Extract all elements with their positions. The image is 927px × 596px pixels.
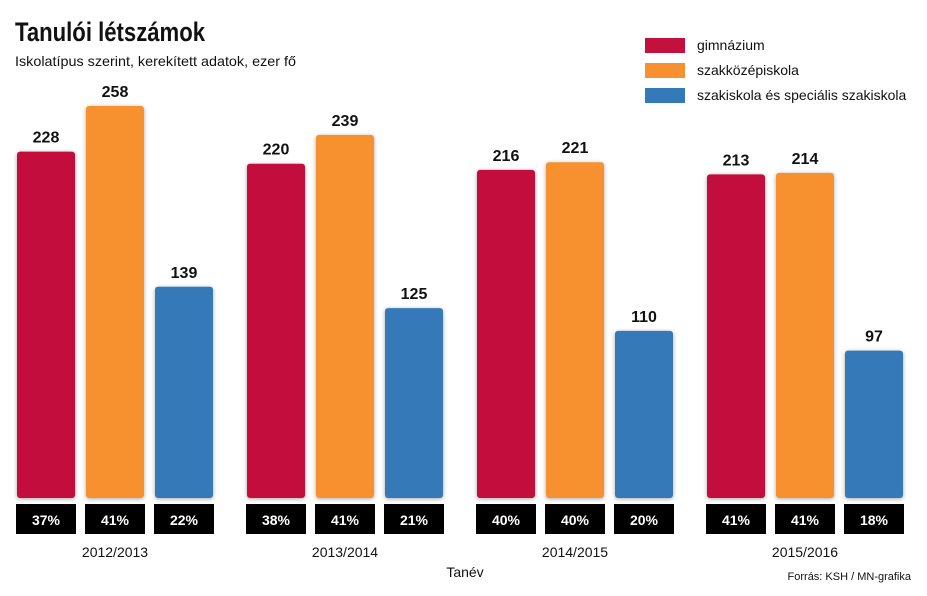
share-label: 18% [860,512,889,528]
share-label: 38% [262,512,291,528]
bar-value-label: 125 [401,286,428,303]
share-box [844,504,904,534]
share-box [706,504,766,534]
share-label: 20% [630,512,659,528]
legend-label: szakiskola és speciális szakiskola [697,87,907,103]
bar-value-label: 110 [631,309,657,326]
share-label: 37% [32,512,61,528]
legend-swatch [645,38,685,53]
bar-value-label: 258 [102,84,129,101]
bar [845,350,903,498]
bar [155,286,213,498]
bar-value-label: 221 [562,140,589,157]
bar [546,162,604,499]
share-box [545,504,605,534]
category-label: 2013/2014 [312,544,378,560]
share-box [85,504,145,534]
bar-value-label: 139 [171,265,198,282]
source-note: Forrás: KSH / MN-grafika [788,571,912,583]
bar-value-label: 97 [865,329,883,346]
share-box [315,504,375,534]
bar [17,151,75,498]
share-label: 22% [170,512,199,528]
bar [316,134,374,498]
bar-value-label: 214 [792,151,819,168]
share-box [384,504,444,534]
chart-subtitle: Iskolatípus szerint, kerekített adatok, … [15,53,296,69]
share-box [476,504,536,534]
share-box [614,504,674,534]
bar [615,330,673,498]
bar-value-label: 220 [263,142,290,159]
share-box [154,504,214,534]
share-label: 40% [561,512,590,528]
category-label: 2012/2013 [82,544,148,560]
share-label: 41% [722,512,751,528]
share-box [775,504,835,534]
share-label: 41% [331,512,360,528]
legend: gimnázium szakközépiskola szakiskola és sp… [645,37,907,103]
share-label: 41% [791,512,820,528]
share-box [16,504,76,534]
chart-title: Tanulói létszámok [15,17,206,47]
bar [707,174,765,499]
x-axis-label: Tanév [446,564,483,580]
bars: 228 37% 258 41% 139 22% 2012/2013 220 38% 239 41% 1… [16,84,904,560]
category-label: 2015/2016 [772,544,838,560]
bar-value-label: 216 [493,148,520,165]
bar [86,106,144,498]
bar-value-label: 228 [33,130,60,147]
legend-label: gimnázium [697,37,765,53]
legend-swatch [645,88,685,103]
bar-value-label: 239 [332,113,359,130]
category-label: 2014/2015 [542,544,608,560]
share-label: 21% [400,512,429,528]
bar [247,163,305,498]
bar [776,172,834,498]
legend-swatch [645,63,685,78]
share-label: 41% [101,512,130,528]
share-box [246,504,306,534]
legend-label: szakközépiskola [697,62,799,78]
bar [477,169,535,498]
bar [385,308,443,498]
share-label: 40% [492,512,521,528]
bar-value-label: 213 [723,152,750,169]
